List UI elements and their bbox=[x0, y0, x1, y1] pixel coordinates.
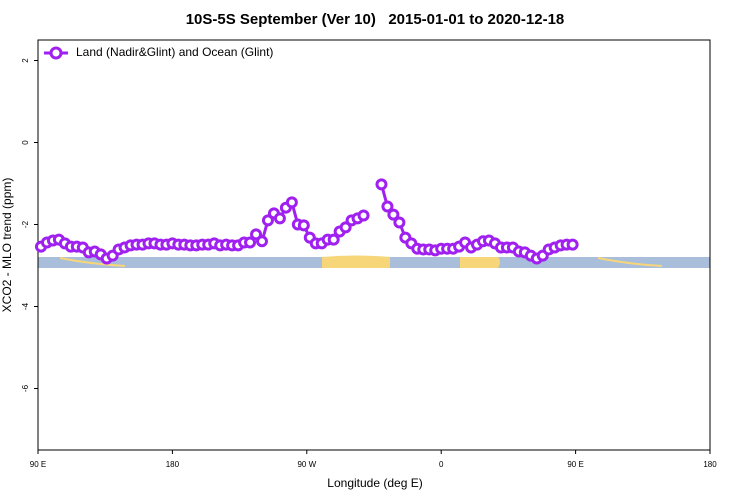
x-axis-label: Longitude (deg E) bbox=[327, 476, 422, 490]
data-point bbox=[297, 219, 310, 232]
data-point bbox=[285, 196, 298, 209]
legend-marker bbox=[49, 46, 63, 60]
x-tick-label: 0 bbox=[439, 460, 444, 469]
data-point bbox=[387, 208, 400, 221]
data-point bbox=[261, 214, 274, 227]
data-point bbox=[256, 235, 268, 248]
x-tick-label: 180 bbox=[166, 460, 180, 469]
island bbox=[597, 257, 663, 267]
data-point bbox=[375, 178, 388, 191]
data-point bbox=[357, 209, 370, 222]
x-tick-label: 90 E bbox=[567, 460, 583, 469]
island bbox=[59, 257, 126, 267]
x-tick-label: 90 E bbox=[30, 460, 46, 469]
y-tick-label: -2 bbox=[21, 220, 30, 228]
y-tick-label: 0 bbox=[21, 140, 30, 145]
data-point bbox=[273, 212, 286, 225]
y-axis-label: XCO2 - MLO trend (ppm) bbox=[0, 178, 14, 313]
land-strip bbox=[322, 255, 390, 268]
data-point bbox=[381, 200, 394, 213]
data-point bbox=[244, 236, 257, 249]
x-tick-label: 90 W bbox=[297, 460, 316, 469]
data-point bbox=[393, 216, 406, 229]
land-ocean-strip bbox=[38, 255, 710, 268]
y-tick-label: -4 bbox=[21, 302, 30, 310]
legend-label: Land (Nadir&Glint) and Ocean (Glint) bbox=[76, 45, 273, 59]
data-point bbox=[339, 221, 352, 234]
data-point bbox=[250, 228, 263, 241]
data-point bbox=[327, 233, 340, 246]
land-strip bbox=[460, 257, 500, 268]
data-point bbox=[566, 238, 579, 251]
chart-title: 10S-5S September (Ver 10) 2015-01-01 to … bbox=[186, 11, 565, 28]
y-tick-label: -6 bbox=[21, 384, 30, 392]
x-tick-label: 180 bbox=[703, 460, 717, 469]
y-tick-label: 2 bbox=[21, 58, 30, 63]
